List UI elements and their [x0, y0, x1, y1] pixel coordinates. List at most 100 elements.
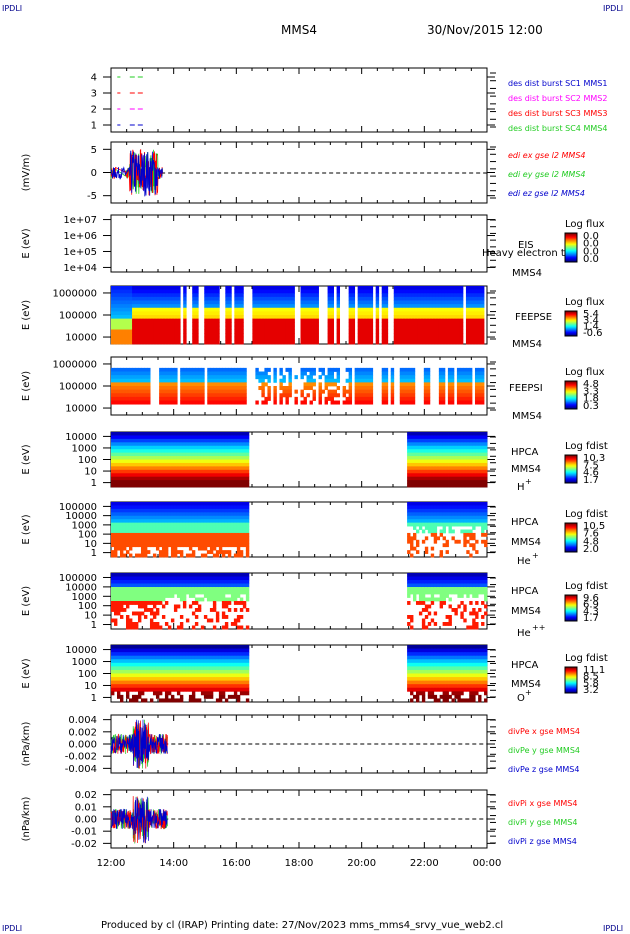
- feepse-cell: [384, 318, 389, 323]
- feepsi-cell: [306, 378, 310, 383]
- hpca-h-cell: [143, 438, 148, 443]
- hpca-h-cell: [478, 456, 482, 460]
- feepse-cell: [381, 325, 386, 330]
- feepsi-cell: [210, 386, 214, 391]
- feepsi-cell: [459, 378, 464, 383]
- hpca-h-cell: [445, 476, 449, 481]
- feepsi-cell: [324, 396, 328, 401]
- feepse-cell: [132, 296, 136, 301]
- hpca-h-cell: [158, 469, 163, 474]
- hpca-h-cell: [155, 459, 160, 464]
- hpca-he-cell: [125, 529, 130, 534]
- hpca-h-cell: [445, 442, 449, 447]
- hpca-h-cell: [212, 438, 217, 443]
- feepse-cell: [270, 340, 274, 345]
- feepsi-cell: [330, 393, 334, 398]
- hpca-h-cell: [433, 432, 438, 436]
- feepsi-cell: [405, 396, 410, 401]
- hpca-h-cell: [445, 462, 449, 467]
- feepse-cell: [273, 304, 277, 309]
- feepse-cell: [183, 340, 187, 345]
- feepse-cell: [351, 304, 356, 309]
- feepsi-cell: [333, 367, 337, 372]
- feepsi-cell: [147, 378, 151, 383]
- feepse-cell: [192, 336, 196, 341]
- feepsi-cell: [300, 367, 304, 372]
- feepsi-cell: [318, 375, 322, 380]
- hpca-h-cell: [143, 480, 148, 484]
- feepse-cell: [255, 315, 259, 320]
- feepsi-cell: [273, 389, 277, 394]
- feepse-cell: [450, 340, 455, 345]
- feepsi-cell: [117, 378, 121, 383]
- feepse-cell: [312, 336, 316, 341]
- hpca-h-cell: [152, 469, 157, 474]
- feepsi-cell: [171, 396, 175, 401]
- hpca-h-cell: [173, 435, 178, 440]
- hpca-h-cell: [466, 466, 470, 471]
- feepse-cell: [114, 304, 118, 309]
- feepsi-cell: [162, 396, 166, 401]
- feepsi-cell: [441, 382, 446, 387]
- feepse-cell: [117, 304, 121, 309]
- feepse-cell: [144, 289, 148, 294]
- feepse-cell: [192, 300, 196, 305]
- feepse-cell: [438, 311, 443, 316]
- hpca-h-cell: [433, 445, 438, 450]
- feepse-cell: [267, 322, 271, 327]
- feepsi-cell: [357, 378, 362, 383]
- hpca-h-cell: [410, 445, 414, 450]
- feepse-cell: [414, 325, 419, 330]
- feepse-cell: [450, 336, 455, 341]
- feepse-cell: [120, 307, 124, 312]
- hpca-h-cell: [421, 466, 426, 471]
- hpca-he-cell: [143, 529, 148, 534]
- feepse-cell: [147, 315, 151, 320]
- hpca-h-cell: [242, 452, 247, 457]
- hpca-h-cell: [407, 459, 411, 464]
- feepse-cell: [123, 286, 127, 291]
- feepse-cell: [312, 307, 316, 312]
- hpca-h-cell: [140, 466, 145, 471]
- feepsi-cell: [333, 382, 337, 387]
- feepse-cell: [468, 307, 473, 312]
- hpca-he-cell: [215, 532, 220, 537]
- feepse-cell: [429, 318, 434, 323]
- feepse-cell: [159, 286, 163, 291]
- feepsi-cell: [162, 378, 166, 383]
- hpca-h-cell: [410, 473, 414, 478]
- feepsi-cell: [222, 382, 226, 387]
- feepse-cell: [252, 322, 256, 327]
- feepse-cell: [399, 340, 404, 345]
- feepse-cell: [381, 333, 386, 338]
- feepse-cell: [474, 329, 479, 334]
- feepsi-cell: [237, 367, 241, 372]
- feepsi-cell: [300, 393, 304, 398]
- feepse-cell: [162, 333, 166, 338]
- hpca-he-cell: [146, 532, 151, 537]
- feepsi-cell: [288, 393, 292, 398]
- feepse-cell: [183, 307, 187, 312]
- feepsi-cell: [126, 396, 130, 401]
- hpca-he-cell: [182, 505, 187, 510]
- feepse-cell: [411, 318, 416, 323]
- hpca-h-cell: [413, 466, 417, 471]
- feepse-cell: [474, 315, 479, 320]
- feepse-cell: [204, 296, 208, 301]
- feepse-cell: [381, 340, 386, 345]
- hpca-h-cell: [182, 456, 187, 460]
- hpca-h-cell: [128, 466, 133, 471]
- feepse-cell: [312, 286, 316, 291]
- feepse-cell: [144, 336, 148, 341]
- feepse-cell: [225, 307, 229, 312]
- hpca-he-cell: [137, 553, 142, 558]
- feepsi-cell: [201, 386, 205, 391]
- feepsi-cell: [282, 389, 286, 394]
- feepsi-cell: [237, 393, 241, 398]
- hpca-h-cell: [410, 432, 414, 436]
- hpca-he-cell: [158, 519, 163, 524]
- feepse-cell: [450, 318, 455, 323]
- hpca-h-cell: [478, 462, 482, 467]
- hpca-he-cell: [200, 502, 205, 506]
- hpca-h-cell: [469, 449, 473, 454]
